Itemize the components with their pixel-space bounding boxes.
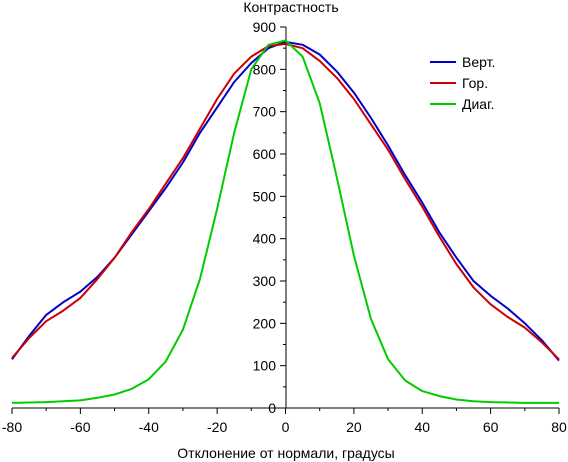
x-tick-label: -80 — [2, 419, 22, 435]
x-tick-label: -20 — [207, 419, 227, 435]
y-axis-title: Контрастность — [243, 0, 338, 15]
y-tick-label: 700 — [253, 104, 277, 120]
y-tick-label: 200 — [253, 315, 277, 331]
x-tick-label: 40 — [414, 419, 430, 435]
legend-label: Диаг. — [462, 96, 494, 112]
x-tick-label: -60 — [70, 419, 90, 435]
legend-label: Гор. — [462, 75, 488, 91]
y-tick-label: 400 — [253, 231, 277, 247]
y-tick-label: 0 — [268, 400, 276, 416]
x-tick-label: 0 — [282, 419, 290, 435]
y-tick-label: 500 — [253, 188, 277, 204]
axes: -80 -60 -40 -20 0 20 40 60 800100200300400500600… — [2, 19, 567, 435]
x-tick-label: 80 — [551, 419, 567, 435]
legend-label: Верт. — [462, 54, 495, 70]
series-lines — [11, 39, 560, 404]
x-tick-label: -40 — [139, 419, 159, 435]
y-tick-label: 600 — [253, 146, 277, 162]
y-tick-label: 800 — [253, 61, 277, 77]
x-tick-label: 60 — [483, 419, 499, 435]
series-line-2 — [11, 42, 560, 361]
y-tick-label: 300 — [253, 273, 277, 289]
x-tick-label: 20 — [346, 419, 362, 435]
y-tick-label: 900 — [253, 19, 277, 35]
series-line-3 — [11, 39, 559, 404]
legend: Верт. Гор. Диаг. — [430, 54, 495, 112]
y-tick-label: 100 — [253, 358, 277, 374]
x-axis-title: Отклонение от нормали, градусы — [177, 445, 394, 461]
